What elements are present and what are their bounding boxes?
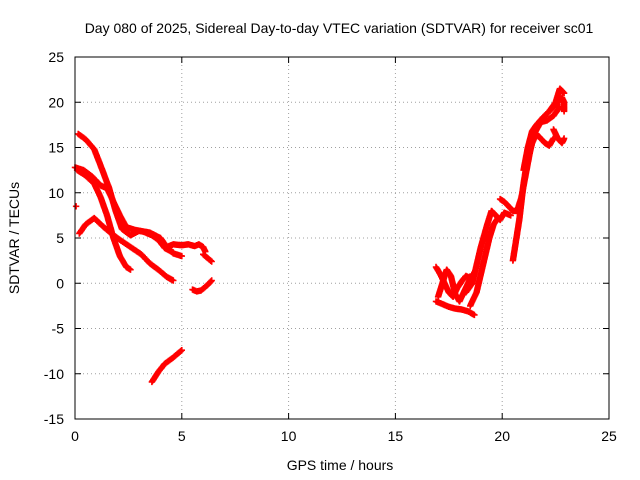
data-point (494, 214, 502, 222)
series-track-d (76, 214, 177, 284)
y-tick-label: -5 (52, 321, 65, 337)
y-tick-label: -15 (44, 411, 64, 427)
data-point (72, 203, 80, 210)
x-tick-label: 15 (388, 428, 404, 444)
data-point (208, 277, 215, 284)
x-tick-label: 0 (71, 428, 79, 444)
y-tick-label: 0 (56, 275, 64, 291)
data-series (71, 85, 568, 386)
y-tick-label: 20 (48, 94, 64, 110)
x-tick-label: 25 (601, 428, 617, 444)
data-point (170, 277, 177, 284)
series-track-e (163, 241, 209, 255)
x-tick-label: 10 (281, 428, 297, 444)
y-tick-label: 25 (48, 49, 64, 65)
data-point (560, 108, 568, 115)
data-point (127, 266, 134, 273)
series-track-r (541, 94, 568, 119)
series-track-j (432, 298, 478, 319)
x-tick-label: 5 (178, 428, 186, 444)
series-track-i (72, 203, 80, 210)
series-track-a (75, 130, 185, 260)
data-point (560, 90, 568, 97)
y-tick-label: 5 (56, 230, 64, 246)
data-point (507, 212, 514, 219)
x-tick-label: 20 (494, 428, 510, 444)
series-track-n (467, 214, 502, 310)
y-tick-label: 10 (48, 185, 64, 201)
chart-title: Day 080 of 2025, Sidereal Day-to-day VTE… (85, 20, 594, 36)
series-track-g (200, 251, 215, 265)
x-axis-label: GPS time / hours (287, 457, 394, 473)
series-track-c (73, 166, 134, 273)
y-tick-label: -10 (44, 366, 64, 382)
data-point (471, 311, 478, 319)
data-point (178, 252, 185, 260)
grid (75, 57, 609, 419)
series-track-h (148, 347, 185, 386)
data-point (178, 347, 185, 354)
series-track-f (189, 277, 215, 295)
data-point (208, 258, 215, 265)
series-track-s (550, 126, 568, 147)
y-axis-label: SDTVAR / TECUs (6, 182, 22, 294)
y-tick-label: 15 (48, 140, 64, 156)
data-point (560, 135, 568, 142)
data-point (170, 249, 177, 256)
axes: 0 5 10 15 20 25 -15 -10 -5 0 5 10 15 20 25 (44, 49, 617, 444)
